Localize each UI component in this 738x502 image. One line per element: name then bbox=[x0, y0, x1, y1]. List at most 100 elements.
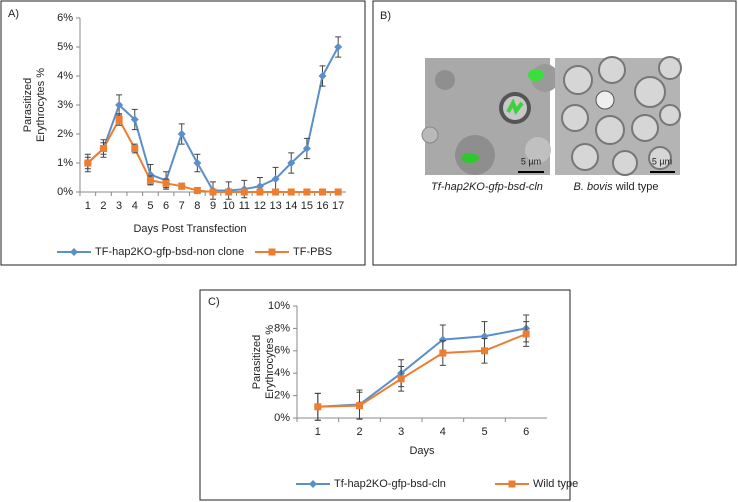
x-tick-label: 11 bbox=[239, 200, 250, 212]
x-tick-label: 5 bbox=[147, 200, 153, 212]
x-tick-label: 8 bbox=[194, 200, 200, 212]
marker bbox=[302, 144, 311, 153]
panel-label: C) bbox=[208, 296, 220, 308]
x-tick-label: 10 bbox=[223, 200, 235, 212]
marker bbox=[319, 188, 327, 196]
marker bbox=[162, 179, 170, 187]
x-tick-label: 1 bbox=[315, 426, 321, 438]
x-tick-label: 5 bbox=[481, 426, 487, 438]
marker bbox=[481, 347, 488, 355]
marker bbox=[240, 188, 248, 196]
marker bbox=[522, 330, 530, 338]
marker bbox=[225, 188, 233, 196]
panel-c-frame bbox=[199, 289, 571, 501]
y-tick-label: 5% bbox=[57, 41, 73, 53]
x-tick-label: 4 bbox=[440, 426, 446, 438]
marker bbox=[287, 159, 296, 167]
panel-label: B) bbox=[380, 10, 391, 22]
caption-species: B. bovis bbox=[574, 181, 614, 193]
caption-rest: wild type bbox=[615, 181, 659, 193]
x-tick-label: 17 bbox=[332, 200, 344, 212]
marker bbox=[318, 72, 327, 80]
y-tick-label: 8% bbox=[274, 322, 290, 334]
y-tick-label: 6% bbox=[57, 12, 73, 24]
scale-bar-label: 5 µm bbox=[521, 156, 541, 166]
legend-label: Tf-hap2KO-gfp-bsd-cln bbox=[334, 478, 446, 490]
marker bbox=[131, 145, 139, 152]
y-tick-label: 2% bbox=[274, 390, 290, 402]
x-tick-label: 4 bbox=[132, 200, 138, 212]
caption: B. bovis wild type bbox=[574, 181, 659, 193]
x-tick-label: 6 bbox=[163, 200, 169, 212]
x-tick-label: 12 bbox=[254, 200, 266, 212]
marker bbox=[356, 402, 363, 410]
legend-label: TF-PBS bbox=[293, 246, 332, 258]
x-tick-label: 14 bbox=[285, 200, 297, 212]
marker bbox=[115, 116, 123, 123]
marker bbox=[309, 480, 317, 488]
legend-label: TF-hap2KO-gfp-bsd-non clone bbox=[95, 246, 244, 258]
micrograph-right bbox=[555, 56, 682, 176]
x-tick-label: 16 bbox=[316, 200, 328, 212]
y-axis-title: Erythrocytes % bbox=[35, 68, 47, 142]
marker bbox=[268, 248, 276, 256]
marker bbox=[99, 145, 107, 152]
marker bbox=[303, 188, 311, 196]
marker bbox=[130, 115, 139, 124]
marker bbox=[272, 188, 280, 196]
marker bbox=[438, 335, 447, 344]
marker bbox=[314, 403, 322, 411]
series-line bbox=[87, 46, 340, 192]
x-tick-label: 15 bbox=[301, 200, 313, 212]
marker bbox=[178, 182, 186, 190]
y-tick-label: 2% bbox=[57, 128, 73, 140]
y-tick-label: 4% bbox=[274, 367, 290, 379]
marker bbox=[256, 188, 264, 196]
x-tick-label: 2 bbox=[356, 426, 362, 438]
series-line bbox=[87, 117, 339, 193]
marker bbox=[70, 248, 78, 256]
panel-a-frame bbox=[0, 0, 366, 266]
y-axis-title: Parasitized bbox=[251, 335, 263, 389]
marker bbox=[193, 159, 202, 167]
x-tick-label: 3 bbox=[398, 426, 404, 438]
panel-label: A) bbox=[8, 8, 19, 20]
scale-bar-label: 5 µm bbox=[652, 156, 672, 166]
marker bbox=[255, 182, 264, 191]
marker bbox=[177, 130, 186, 138]
series-line bbox=[317, 327, 527, 408]
y-tick-label: 0% bbox=[274, 412, 290, 424]
y-tick-label: 4% bbox=[57, 70, 73, 82]
x-tick-label: 3 bbox=[116, 200, 122, 212]
y-axis-title: Parasitized bbox=[22, 78, 34, 132]
panel-b-frame bbox=[372, 0, 737, 266]
marker bbox=[397, 375, 405, 383]
marker bbox=[508, 480, 516, 488]
x-axis-title: Days Post Transfection bbox=[133, 223, 246, 235]
x-axis-title: Days bbox=[409, 445, 435, 457]
marker bbox=[439, 349, 447, 357]
y-tick-label: 3% bbox=[57, 99, 73, 111]
marker bbox=[84, 159, 92, 167]
x-tick-label: 6 bbox=[523, 426, 529, 438]
y-axis-title: Erythrocytes % bbox=[264, 325, 276, 399]
y-tick-label: 10% bbox=[268, 300, 290, 312]
marker bbox=[193, 187, 201, 195]
series-line bbox=[317, 333, 527, 408]
marker bbox=[115, 101, 124, 109]
marker bbox=[287, 188, 295, 196]
marker bbox=[334, 43, 343, 51]
legend-label: Wild type bbox=[533, 478, 578, 490]
x-tick-label: 9 bbox=[210, 200, 216, 212]
x-tick-label: 2 bbox=[100, 200, 106, 212]
x-tick-label: 13 bbox=[269, 200, 281, 212]
x-tick-label: 7 bbox=[179, 200, 185, 212]
caption: Tf-hap2KO-gfp-bsd-cln bbox=[431, 181, 543, 193]
marker bbox=[146, 176, 154, 184]
x-tick-label: 1 bbox=[85, 200, 91, 212]
marker bbox=[209, 188, 217, 196]
marker bbox=[334, 188, 342, 196]
y-tick-label: 6% bbox=[274, 345, 290, 357]
y-tick-label: 0% bbox=[57, 186, 73, 198]
